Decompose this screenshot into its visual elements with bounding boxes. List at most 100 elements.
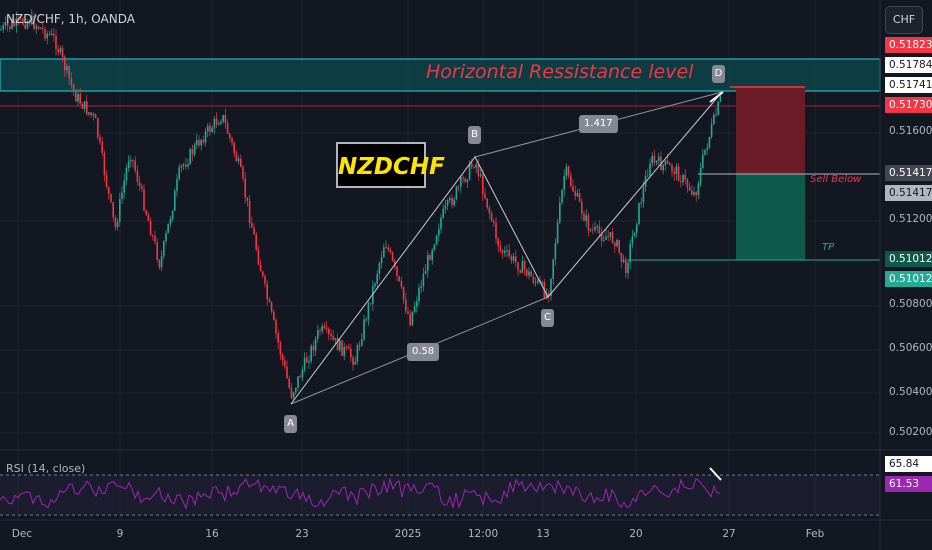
candle-body (257, 249, 260, 265)
candle-body (530, 271, 532, 277)
candle-body (611, 232, 614, 243)
candle-body (440, 217, 442, 229)
candle-body (484, 194, 486, 199)
candle-body (603, 239, 605, 241)
candle-body (301, 369, 304, 378)
candle-body (229, 133, 231, 139)
candle-body (655, 160, 658, 163)
candle-body (693, 192, 695, 195)
candle-body (275, 320, 277, 334)
candle-body (394, 260, 396, 267)
candle-body (218, 123, 220, 125)
candle-body (581, 201, 583, 214)
candle-body (713, 114, 715, 125)
candle-body (697, 183, 700, 196)
candle-body (125, 168, 128, 181)
candle-body (297, 376, 299, 388)
time-tick: 12:00 (467, 528, 499, 540)
abcd-legs (290, 91, 723, 405)
candle-body (187, 164, 189, 167)
candle-body (398, 276, 400, 281)
candle-body (358, 345, 361, 347)
candle-body (528, 271, 530, 276)
candle-body (563, 176, 565, 190)
candle-body (46, 33, 48, 39)
candle-body (622, 259, 625, 262)
time-tick: Dec (11, 528, 33, 540)
candle-body (169, 218, 172, 224)
candle-body (651, 155, 653, 164)
price-label-tp-2: 0.51012 (885, 271, 932, 287)
candle-body (508, 249, 510, 257)
candle-body (277, 333, 279, 343)
candle-body (647, 175, 649, 177)
candle-body (136, 170, 139, 182)
candle-body (488, 207, 491, 213)
rsi-marker (709, 467, 722, 481)
candle-body (460, 177, 462, 187)
candle-body (609, 232, 612, 237)
candle-body (455, 186, 458, 200)
candle-body (81, 103, 84, 109)
candle-body (534, 282, 537, 284)
take-profit-zone (736, 174, 805, 260)
candle-body (453, 199, 455, 206)
candle-body (407, 311, 409, 314)
candle-body (35, 26, 37, 29)
candle-body (4, 22, 7, 26)
candle-body (279, 342, 282, 355)
tp-label: TP (822, 242, 835, 253)
candle-body (156, 242, 158, 260)
point-d-label: D (712, 65, 725, 83)
candle-body (411, 311, 414, 326)
candle-body (178, 167, 180, 180)
candle-body (26, 21, 29, 29)
candle-body (550, 278, 552, 296)
candle-body (2, 25, 4, 30)
candle-body (629, 243, 631, 263)
candle-body (442, 208, 444, 218)
candle-body (273, 311, 275, 321)
candle-body (222, 115, 224, 122)
candle-body (607, 236, 609, 238)
candle-body (268, 299, 271, 303)
candle-body (589, 229, 592, 231)
candle-body (424, 270, 427, 274)
candle-body (537, 280, 539, 283)
candle-body (691, 190, 693, 195)
candle-body (361, 339, 363, 346)
candle-body (499, 246, 502, 251)
price-label-sell-2: 0.51417 (885, 185, 932, 201)
candle-body (356, 345, 359, 362)
price-tick: 0.50800 (889, 298, 932, 310)
candle-body (61, 48, 64, 57)
candle-body (53, 33, 55, 36)
candle-body (292, 392, 295, 399)
candle-body (374, 283, 376, 287)
candle-body (321, 326, 323, 332)
candle-body (121, 192, 123, 200)
candle-body (44, 29, 46, 39)
candle-body (147, 214, 150, 221)
harmonic-pattern (290, 91, 723, 405)
candle-body (253, 227, 255, 235)
price-label-zone-top: 0.51784 (885, 57, 932, 73)
candle-body (574, 191, 576, 197)
candle-body (343, 346, 345, 356)
time-tick: 20 (629, 528, 643, 540)
candle-body (446, 200, 449, 206)
candle-body (317, 330, 319, 339)
candle-body (220, 121, 222, 124)
candle-body (138, 181, 141, 187)
candle-body (510, 256, 513, 261)
currency-button[interactable]: CHF (885, 6, 923, 34)
candle-body (24, 24, 26, 29)
sell-below-label: Sell Below (810, 174, 862, 185)
resistance-zone (0, 58, 881, 92)
candle-body (486, 198, 488, 208)
candle-body (666, 160, 669, 164)
candle-body (642, 186, 645, 203)
candle-body (556, 222, 559, 244)
candle-body (70, 78, 73, 85)
